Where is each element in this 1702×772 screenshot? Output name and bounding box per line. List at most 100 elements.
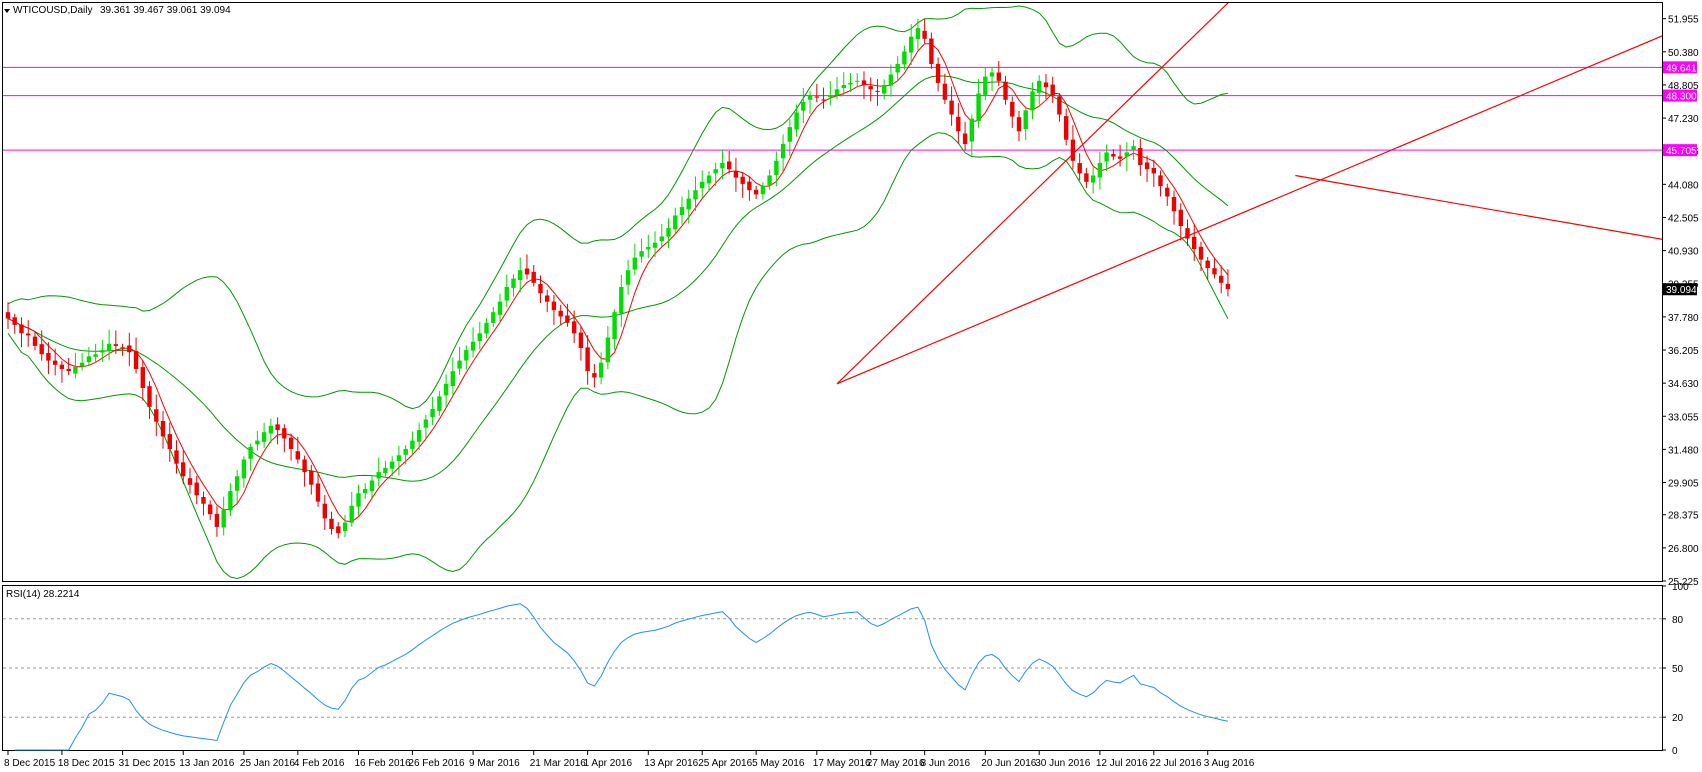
candle: [403, 445, 408, 465]
candle-body: [1178, 209, 1183, 226]
time-tick-label: 12 Jul 2016: [1096, 758, 1148, 769]
candle: [160, 410, 166, 449]
candle: [565, 303, 570, 327]
candle: [652, 231, 658, 258]
candle-body: [909, 36, 914, 53]
candle-body: [794, 112, 799, 130]
candle-body: [1158, 175, 1163, 187]
candle: [524, 254, 530, 280]
candle-body: [693, 190, 698, 200]
candle: [666, 218, 671, 249]
rsi-tick-label: 50: [1672, 664, 1684, 675]
candle: [329, 511, 334, 535]
candle: [12, 313, 17, 334]
candle: [801, 87, 806, 124]
candle-body: [235, 476, 240, 491]
candle: [147, 381, 152, 419]
candle: [558, 304, 563, 325]
time-tick-label: 31 Dec 2015: [119, 758, 176, 769]
ohlc-label: 39.361 39.467 39.061 39.094: [100, 5, 231, 16]
candle: [693, 176, 698, 211]
candle-body: [59, 364, 65, 369]
bollinger-middle-line: [7, 75, 1229, 482]
candle-body: [929, 38, 934, 64]
trend-line: [1295, 174, 1662, 240]
price-tick-label: 48.805: [1668, 81, 1699, 92]
candle-body: [19, 324, 24, 334]
candle-body: [706, 175, 712, 184]
last-price-label: 39.094: [1666, 285, 1697, 296]
main-pane-border: [2, 2, 1663, 582]
level-tag-label: 48.300: [1666, 92, 1697, 103]
candle: [855, 73, 860, 88]
candle: [1030, 82, 1035, 120]
candle-body: [1165, 187, 1170, 197]
candle: [201, 491, 206, 516]
candle: [410, 431, 415, 455]
candle: [53, 348, 58, 376]
candle-body: [477, 333, 482, 342]
candle-body: [315, 483, 321, 502]
candle-body: [733, 171, 739, 178]
candle: [235, 469, 240, 504]
dropdown-arrow-icon[interactable]: [4, 9, 10, 13]
rsi-tick-label: 0: [1672, 746, 1678, 757]
candle-body: [174, 450, 179, 464]
bollinger-upper-line: [7, 5, 1228, 410]
candle-body: [882, 85, 887, 94]
candle-body: [470, 341, 476, 351]
candle: [713, 162, 718, 187]
level-tags: 49.641 48.300 45.705 39.094: [1663, 61, 1697, 296]
candle: [538, 275, 543, 304]
candle-body: [1117, 156, 1123, 159]
candle: [1151, 159, 1156, 187]
candle-body: [713, 169, 718, 174]
candle: [430, 396, 435, 426]
candle-body: [396, 455, 402, 461]
candle-body: [740, 176, 745, 184]
candle-body: [531, 271, 536, 283]
candle-body: [511, 278, 516, 288]
candle: [1171, 190, 1177, 225]
candle-body: [133, 351, 139, 369]
time-tick-label: 25 Jan 2016: [240, 758, 295, 769]
level-tag: [1663, 89, 1697, 102]
candle-body: [484, 322, 489, 334]
candle: [1037, 75, 1042, 105]
candle: [659, 224, 664, 248]
last-price-tag: [1663, 283, 1697, 296]
level-tag-label: 49.641: [1666, 63, 1697, 74]
candle-body: [747, 181, 752, 191]
candle: [228, 483, 233, 517]
candle: [814, 83, 819, 103]
candle: [356, 484, 361, 516]
candle: [733, 157, 739, 192]
candle: [888, 64, 894, 97]
candle-body: [497, 301, 503, 315]
candle: [140, 360, 145, 401]
candle: [848, 72, 853, 93]
candle-body: [1198, 246, 1204, 260]
candle-body: [160, 421, 166, 437]
candle: [592, 364, 597, 388]
candle: [605, 325, 611, 370]
candle: [248, 443, 253, 471]
candle: [834, 76, 840, 100]
candle-body: [288, 437, 294, 449]
candle: [383, 460, 388, 477]
candle-body: [309, 470, 314, 485]
candle-body: [1212, 268, 1217, 275]
price-tick-label: 26.800: [1668, 544, 1699, 555]
candle: [511, 274, 516, 297]
candle: [19, 317, 24, 347]
candle: [390, 456, 395, 477]
candle-body: [976, 93, 981, 121]
candle-body: [1104, 152, 1109, 162]
candle: [437, 391, 442, 416]
candle: [221, 496, 226, 536]
candle-body: [565, 315, 570, 323]
candle-body: [625, 270, 631, 285]
candle: [909, 24, 914, 66]
candle-body: [282, 428, 287, 439]
candle-body: [140, 367, 145, 388]
